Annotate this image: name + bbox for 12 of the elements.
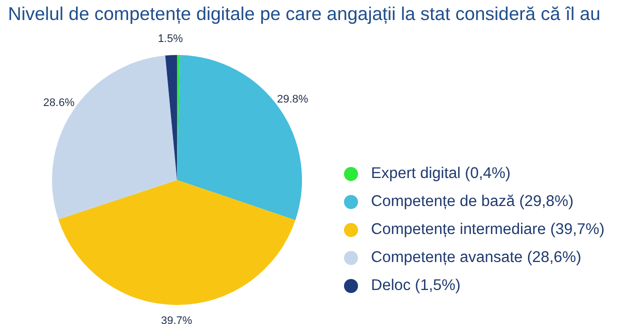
legend-label: Competențe intermediare (39,7%)	[371, 221, 604, 239]
legend-label: Competențe de bază (29,8%)	[371, 193, 574, 211]
legend-label: Expert digital (0,4%)	[371, 165, 511, 183]
data-label: 28.6%	[43, 96, 75, 109]
data-label: 1.5%	[158, 33, 184, 46]
pie-slice	[165, 55, 177, 180]
legend-label: Competențe avansate (28,6%)	[371, 249, 582, 267]
data-label: 29.8%	[277, 93, 308, 106]
data-label: 39.7%	[160, 315, 192, 324]
pie-slice	[58, 180, 296, 305]
chart-title: Nivelul de competențe digitale pe care angajații la stat consideră că îl au	[8, 3, 600, 25]
legend-label: Deloc (1,5%)	[371, 277, 461, 295]
